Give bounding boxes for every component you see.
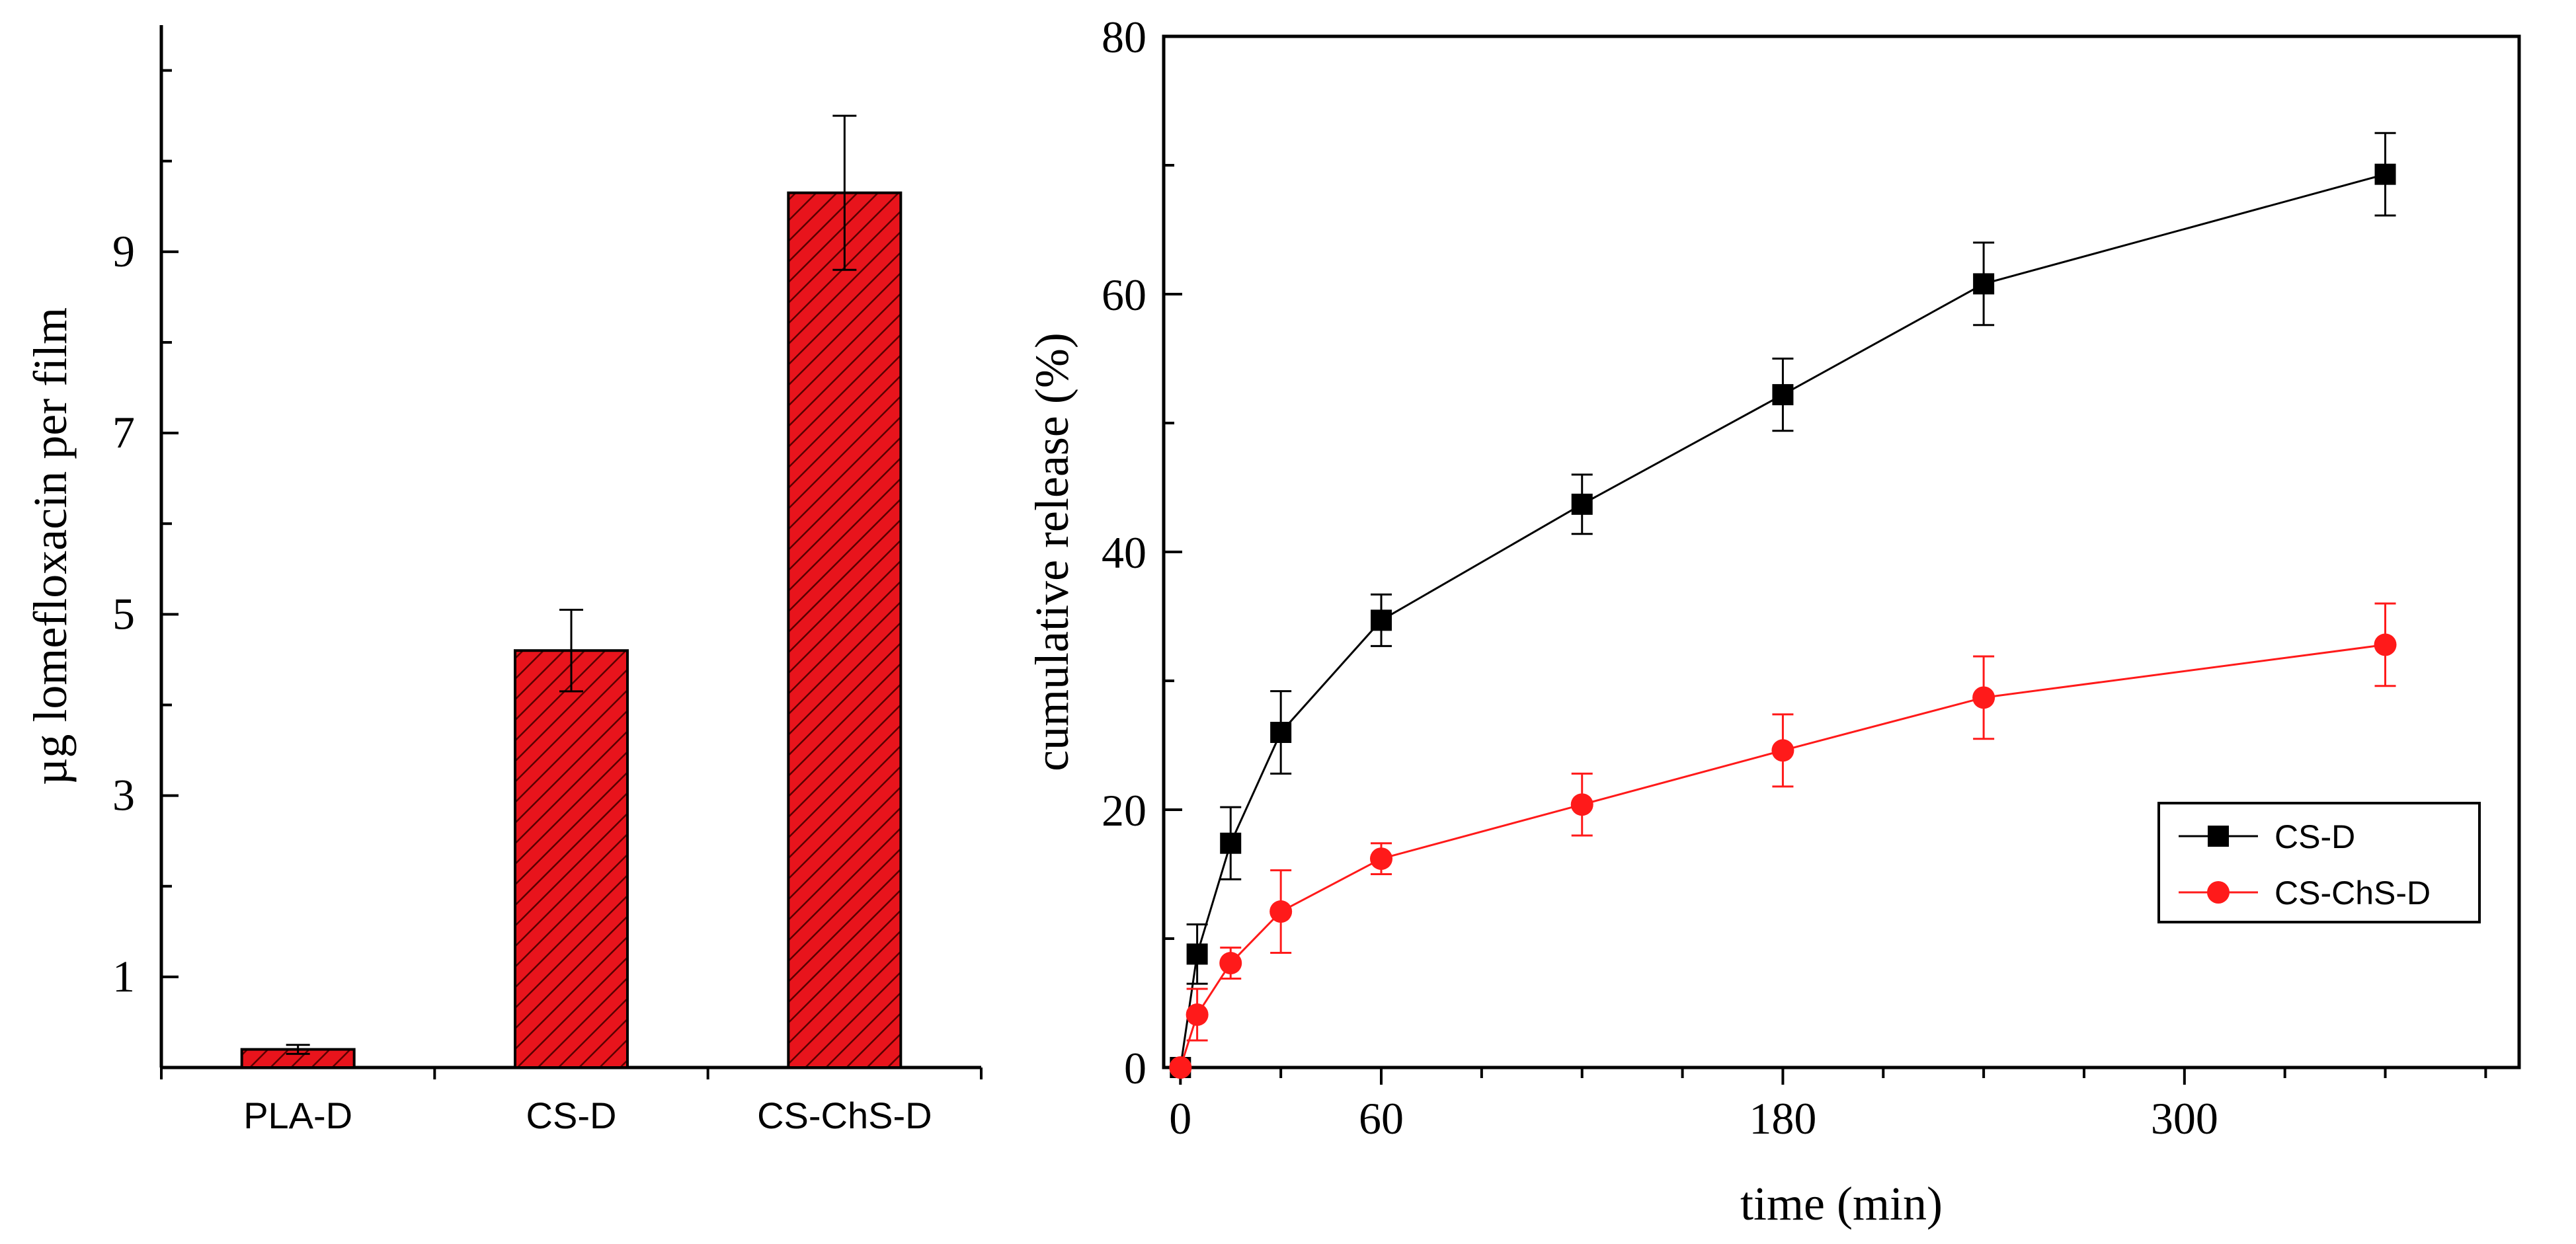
data-point-circle xyxy=(1972,686,1995,709)
legend-marker-circle xyxy=(2207,881,2230,904)
data-point-square xyxy=(1270,722,1292,743)
data-point-circle xyxy=(1269,900,1293,923)
data-point-circle xyxy=(1370,847,1393,871)
bar-x-tick-label: PLA-D xyxy=(243,1095,352,1136)
line-y-tick-label: 40 xyxy=(1102,527,1147,578)
bar-y-tick-label: 9 xyxy=(112,226,135,276)
data-point-square xyxy=(1220,832,1242,854)
line-x-tick-label: 300 xyxy=(2151,1093,2218,1144)
line-x-tick-label: 0 xyxy=(1169,1093,1191,1144)
series-cs-chs-d xyxy=(1169,602,2397,1079)
bar-y-tick-label: 1 xyxy=(112,951,135,1001)
data-point-square xyxy=(1371,609,1392,631)
series-line xyxy=(1179,173,2386,1068)
data-point-square xyxy=(2374,163,2396,185)
line-x-tick-label: 60 xyxy=(1359,1093,1404,1144)
data-point-square xyxy=(1973,273,1995,295)
bar-chart: 1 3 5 7 9 PLA-D CS-D CS-ChS-D µg lomefloxacin pe… xyxy=(24,25,983,1136)
bar-x-tick-label: CS-ChS-D xyxy=(757,1095,932,1136)
data-point-circle xyxy=(2374,633,2397,656)
line-x-tick-label: 180 xyxy=(1749,1093,1816,1144)
bar-cs-d xyxy=(514,649,629,1069)
data-point-circle xyxy=(1771,739,1794,762)
series-cs-d xyxy=(1170,132,2396,1078)
legend-label: CS-D xyxy=(2274,818,2355,855)
data-point-circle xyxy=(1570,793,1593,816)
line-x-axis-title: time (min) xyxy=(1740,1177,1943,1230)
line-chart: 0 20 40 60 80 0 60 180 300 time (min) cumulative r… xyxy=(1026,12,2521,1230)
bar-x-tick-label: CS-D xyxy=(526,1095,617,1136)
bar-y-tick-label: 5 xyxy=(112,588,135,639)
data-point-circle xyxy=(1169,1056,1192,1079)
legend-label: CS-ChS-D xyxy=(2274,875,2431,912)
line-y-tick-label: 20 xyxy=(1102,785,1147,836)
legend-box xyxy=(2157,802,2481,923)
data-point-circle xyxy=(1186,1003,1209,1027)
bar-y-tick-label: 7 xyxy=(112,407,135,457)
bar-y-axis-title: µg lomefloxacin per film xyxy=(24,307,77,785)
line-y-tick-label: 0 xyxy=(1124,1043,1147,1093)
legend-marker-square xyxy=(2208,826,2229,847)
data-point-square xyxy=(1571,493,1593,515)
data-point-circle xyxy=(1219,952,1242,975)
data-point-square xyxy=(1186,943,1208,965)
data-point-square xyxy=(1772,384,1794,406)
bar-y-tick-label: 3 xyxy=(112,770,135,820)
line-y-tick-label: 80 xyxy=(1102,12,1147,62)
legend: CS-D CS-ChS-D xyxy=(2157,802,2481,923)
line-y-axis-title: cumulative release (%) xyxy=(1026,332,1078,771)
bar-cs-chs-d xyxy=(787,191,903,1069)
line-y-tick-label: 60 xyxy=(1102,270,1147,320)
